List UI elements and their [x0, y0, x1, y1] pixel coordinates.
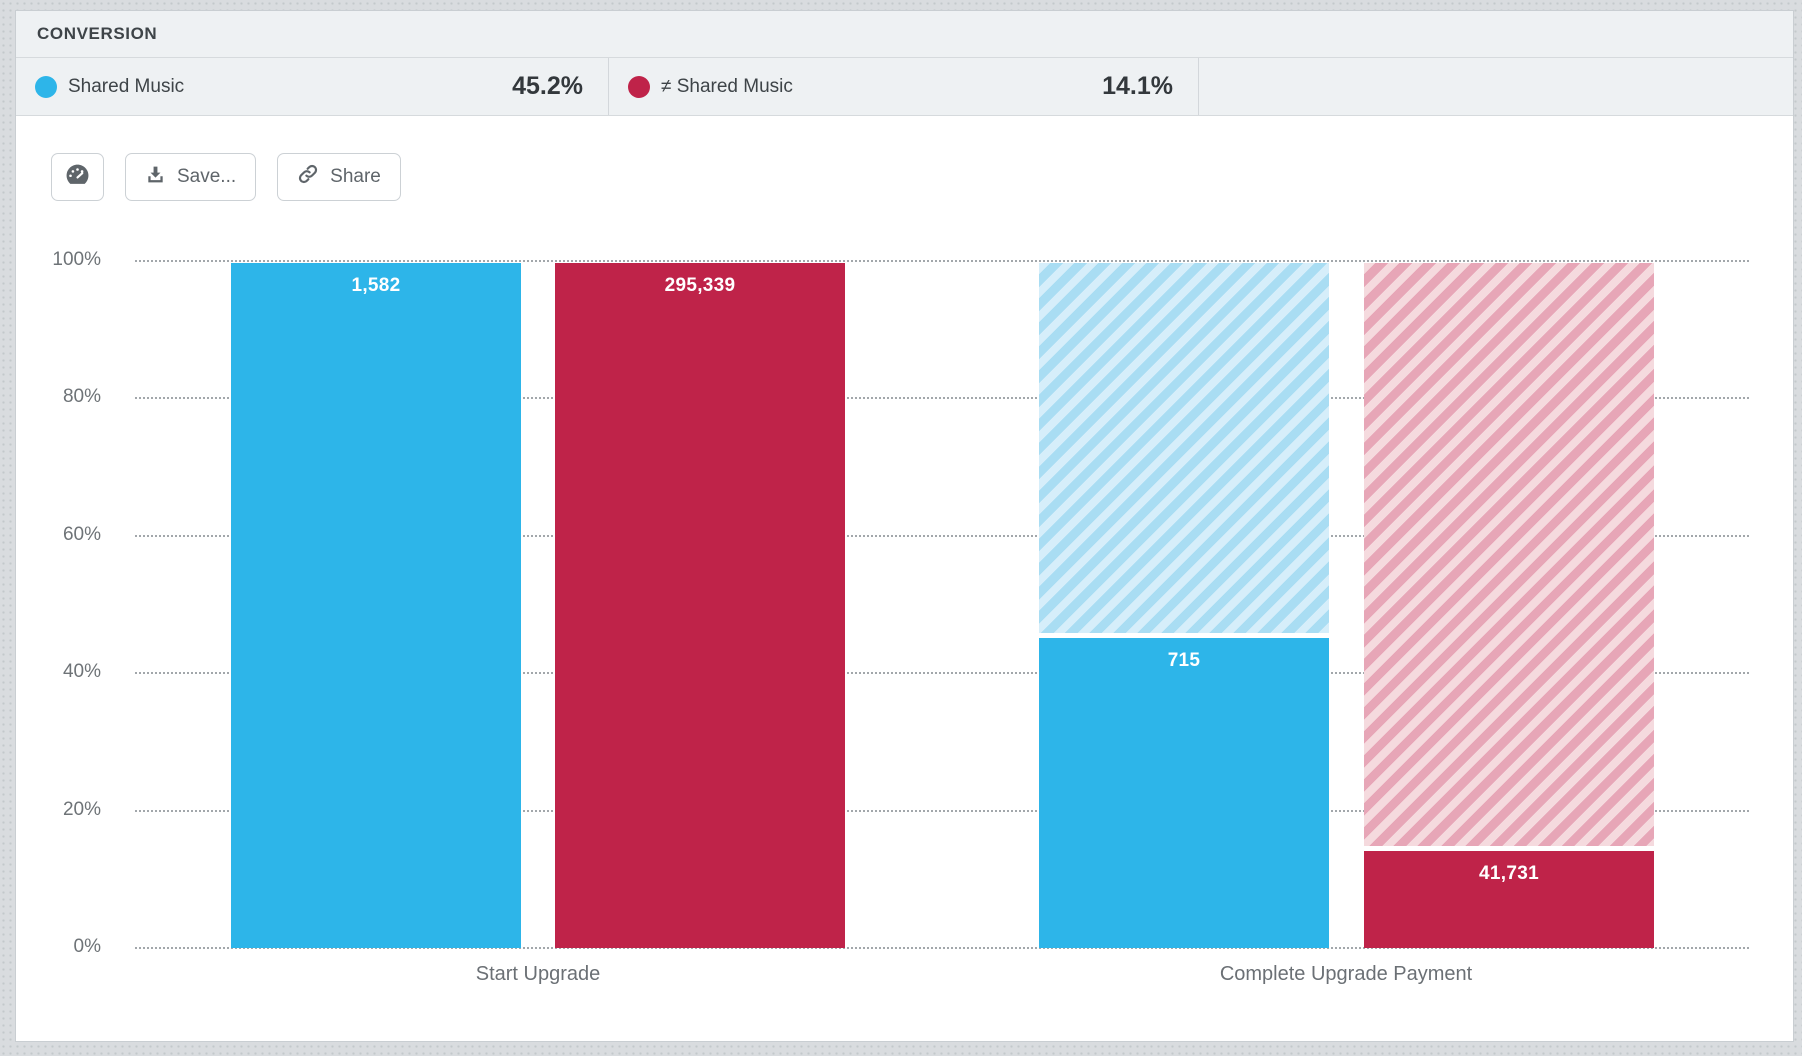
panel-header: CONVERSION [16, 11, 1793, 58]
conversion-report-panel: CONVERSION Shared Music 45.2% ≠ Shared M… [15, 10, 1794, 1042]
bar-shared-music-complete-upgrade-payment[interactable]: 41,731 [1364, 263, 1654, 948]
save-button[interactable]: Save... [125, 153, 257, 201]
gridline-20 [135, 809, 1749, 812]
share-button-label: Share [330, 166, 381, 187]
gridline-100 [135, 260, 1749, 262]
x-axis-label-complete-upgrade-payment: Complete Upgrade Payment [1219, 963, 1473, 985]
gauge-view-button[interactable] [51, 153, 104, 201]
panel-title: CONVERSION [37, 24, 158, 43]
bar-value-label: 41,731 [1479, 863, 1539, 885]
gridline-60 [135, 534, 1749, 537]
save-button-label: Save... [177, 166, 237, 187]
legend-row: Shared Music 45.2% ≠ Shared Music 14.1% [16, 58, 1793, 116]
legend-empty-cell [1199, 58, 1793, 115]
bar-value-label: 295,339 [664, 275, 736, 296]
bar-unconverted-segment [1039, 263, 1329, 634]
legend-dot-red [628, 75, 650, 98]
gridline-0 [135, 947, 1749, 949]
y-axis-tick-label: 80% [62, 386, 101, 408]
legend-item-not-shared-music[interactable]: ≠ Shared Music 14.1% [609, 58, 1199, 115]
share-button[interactable]: Share [277, 153, 401, 201]
gridline-80 [135, 397, 1749, 400]
download-icon [145, 164, 166, 191]
y-axis-tick-label: 60% [62, 523, 101, 545]
legend-label: ≠ Shared Music [661, 75, 793, 97]
funnel-bar-chart: 100% 80% 60% 40% 20% 0% 1,582 295,339 Start Upgr… [52, 249, 1749, 985]
legend-label: Shared Music [68, 75, 185, 97]
bar-shared-music-start-upgrade[interactable]: 1,582 [231, 263, 521, 948]
bar-shared-music-complete-upgrade-payment[interactable]: 715 [1039, 263, 1329, 948]
link-icon [297, 163, 319, 191]
y-axis-tick-label: 100% [52, 249, 101, 271]
conversion-rate-value: 14.1% [1102, 72, 1173, 100]
bar-converted-segment: 715 [1039, 638, 1329, 948]
y-axis-tick-label: 0% [73, 936, 101, 958]
bar-converted-segment: 41,731 [1364, 851, 1654, 948]
gauge-icon [65, 163, 90, 192]
bar-value-label: 1,582 [351, 275, 401, 296]
legend-dot-blue [35, 75, 57, 98]
legend-item-shared-music[interactable]: Shared Music 45.2% [16, 58, 609, 115]
x-axis-label-start-upgrade: Start Upgrade [475, 963, 601, 985]
bar-converted-segment: 295,339 [555, 263, 845, 948]
y-axis-tick-label: 40% [62, 661, 101, 683]
gridline-40 [135, 672, 1749, 675]
chart-toolbar: Save... Share [51, 153, 401, 201]
y-axis-tick-label: 20% [62, 798, 101, 820]
conversion-rate-value: 45.2% [512, 72, 583, 100]
bar-value-label: 715 [1167, 650, 1201, 672]
bar-converted-segment: 1,582 [231, 263, 521, 948]
bar-unconverted-segment [1364, 263, 1654, 847]
bar-shared-music-start-upgrade[interactable]: 295,339 [555, 263, 845, 948]
